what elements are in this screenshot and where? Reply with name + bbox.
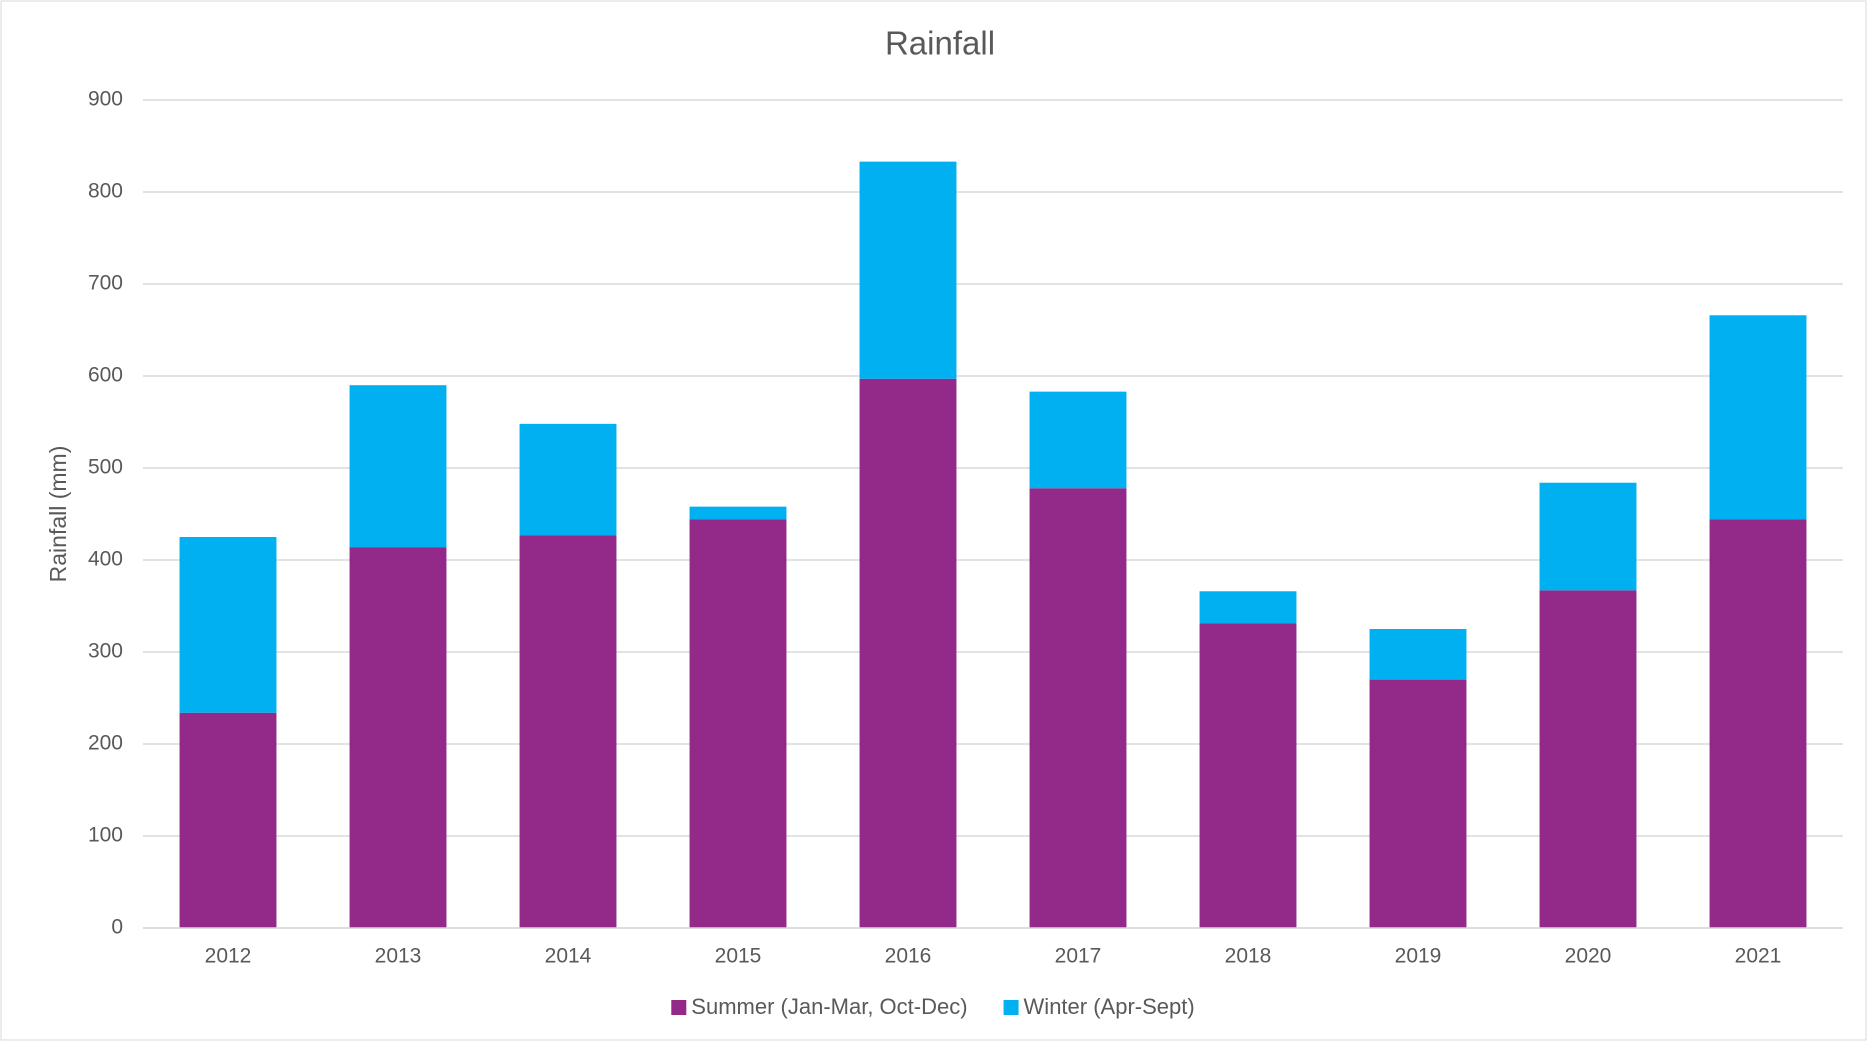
bar-segment xyxy=(1199,623,1297,928)
bar-segment xyxy=(179,712,277,928)
y-tick-label: 200 xyxy=(88,732,123,755)
x-tick-label: 2013 xyxy=(375,945,422,968)
legend-label: Summer (Jan-Mar, Oct-Dec) xyxy=(691,994,967,1019)
bar-segment xyxy=(1369,679,1467,928)
x-tick-label: 2020 xyxy=(1565,945,1612,968)
y-tick-label: 900 xyxy=(88,88,123,111)
x-tick-label: 2015 xyxy=(715,945,762,968)
bar-segment xyxy=(1369,629,1467,680)
bar-segment xyxy=(1709,315,1807,520)
y-tick-label: 100 xyxy=(88,824,123,847)
x-tick-label: 2021 xyxy=(1735,945,1782,968)
y-tick-label: 400 xyxy=(88,548,123,571)
bar-segment xyxy=(519,535,617,928)
y-axis-title: Rainfall (mm) xyxy=(45,446,71,583)
x-tick-label: 2016 xyxy=(885,945,932,968)
y-tick-label: 800 xyxy=(88,180,123,203)
y-tick-label: 0 xyxy=(111,916,123,939)
x-tick-label: 2018 xyxy=(1225,945,1272,968)
bar-segment xyxy=(859,161,957,379)
x-tick-label: 2012 xyxy=(205,945,252,968)
bar-segment xyxy=(859,378,957,928)
bar-segment xyxy=(349,385,447,548)
bar-segment xyxy=(1539,482,1637,591)
bar-segment xyxy=(689,506,787,520)
legend-label: Winter (Apr-Sept) xyxy=(1024,994,1195,1019)
bar-segment xyxy=(1029,488,1127,928)
bar-segment xyxy=(1199,591,1297,624)
bar-segment xyxy=(1709,519,1807,928)
legend-swatch xyxy=(671,1000,687,1015)
bar-segment xyxy=(689,519,787,928)
y-tick-label: 600 xyxy=(88,364,123,387)
x-tick-label: 2019 xyxy=(1395,945,1442,968)
bar-segment xyxy=(1029,391,1127,489)
y-tick-label: 700 xyxy=(88,272,123,295)
bar-segment xyxy=(1539,590,1637,928)
bar-segment xyxy=(179,537,277,713)
y-tick-label: 300 xyxy=(88,640,123,663)
chart-title: Rainfall xyxy=(885,25,995,62)
legend-swatch xyxy=(1003,1000,1019,1015)
x-tick-label: 2017 xyxy=(1055,945,1102,968)
x-tick-label: 2014 xyxy=(545,945,592,968)
y-tick-label: 500 xyxy=(88,456,123,479)
bar-segment xyxy=(519,423,617,536)
bar-segment xyxy=(349,547,447,928)
